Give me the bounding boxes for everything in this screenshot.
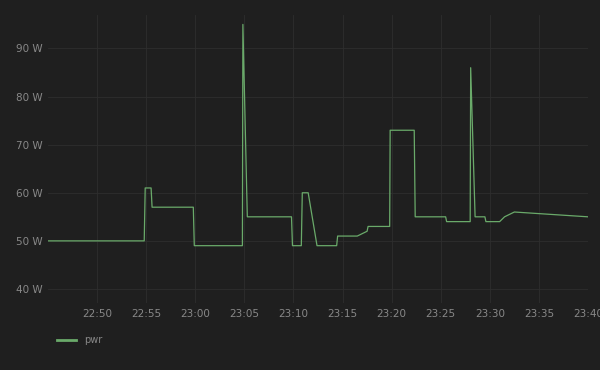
Legend: pwr: pwr [53,332,106,349]
